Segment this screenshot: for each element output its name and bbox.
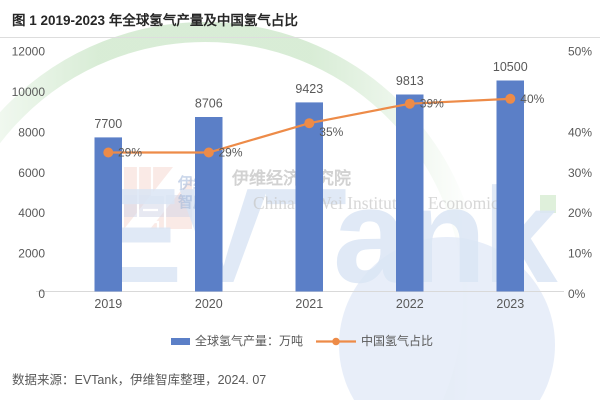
svg-text:2022: 2022 — [396, 297, 424, 311]
svg-text:9813: 9813 — [396, 74, 424, 88]
svg-text:35%: 35% — [319, 125, 343, 139]
svg-text:12000: 12000 — [12, 45, 46, 59]
svg-text:10000: 10000 — [12, 85, 46, 99]
svg-text:8706: 8706 — [195, 97, 223, 111]
svg-text:6000: 6000 — [18, 166, 45, 180]
svg-text:9423: 9423 — [295, 82, 323, 96]
svg-text:2019: 2019 — [94, 297, 122, 311]
svg-text:20%: 20% — [568, 206, 592, 220]
svg-text:0%: 0% — [568, 287, 586, 301]
svg-text:8000: 8000 — [18, 125, 45, 139]
svg-text:0: 0 — [38, 287, 45, 301]
svg-text:39%: 39% — [420, 97, 444, 111]
svg-text:10%: 10% — [568, 247, 592, 261]
svg-text:数据来源：EVTank，伊维智库整理，2024. 07: 数据来源：EVTank，伊维智库整理，2024. 07 — [12, 372, 266, 387]
svg-text:40%: 40% — [520, 92, 544, 106]
svg-text:29%: 29% — [219, 146, 243, 160]
svg-text:2021: 2021 — [295, 297, 323, 311]
svg-text:50%: 50% — [568, 45, 592, 59]
svg-text:2000: 2000 — [18, 247, 45, 261]
svg-text:30%: 30% — [568, 166, 592, 180]
svg-text:40%: 40% — [568, 125, 592, 139]
svg-text:2023: 2023 — [496, 297, 524, 311]
svg-text:全球氢气产量：万吨: 全球氢气产量：万吨 — [195, 333, 303, 348]
svg-text:29%: 29% — [118, 146, 142, 160]
svg-text:7700: 7700 — [94, 117, 122, 131]
svg-text:中国氢气占比: 中国氢气占比 — [361, 333, 433, 348]
svg-text:10500: 10500 — [493, 60, 528, 74]
svg-text:4000: 4000 — [18, 206, 45, 220]
svg-text:2020: 2020 — [195, 297, 223, 311]
